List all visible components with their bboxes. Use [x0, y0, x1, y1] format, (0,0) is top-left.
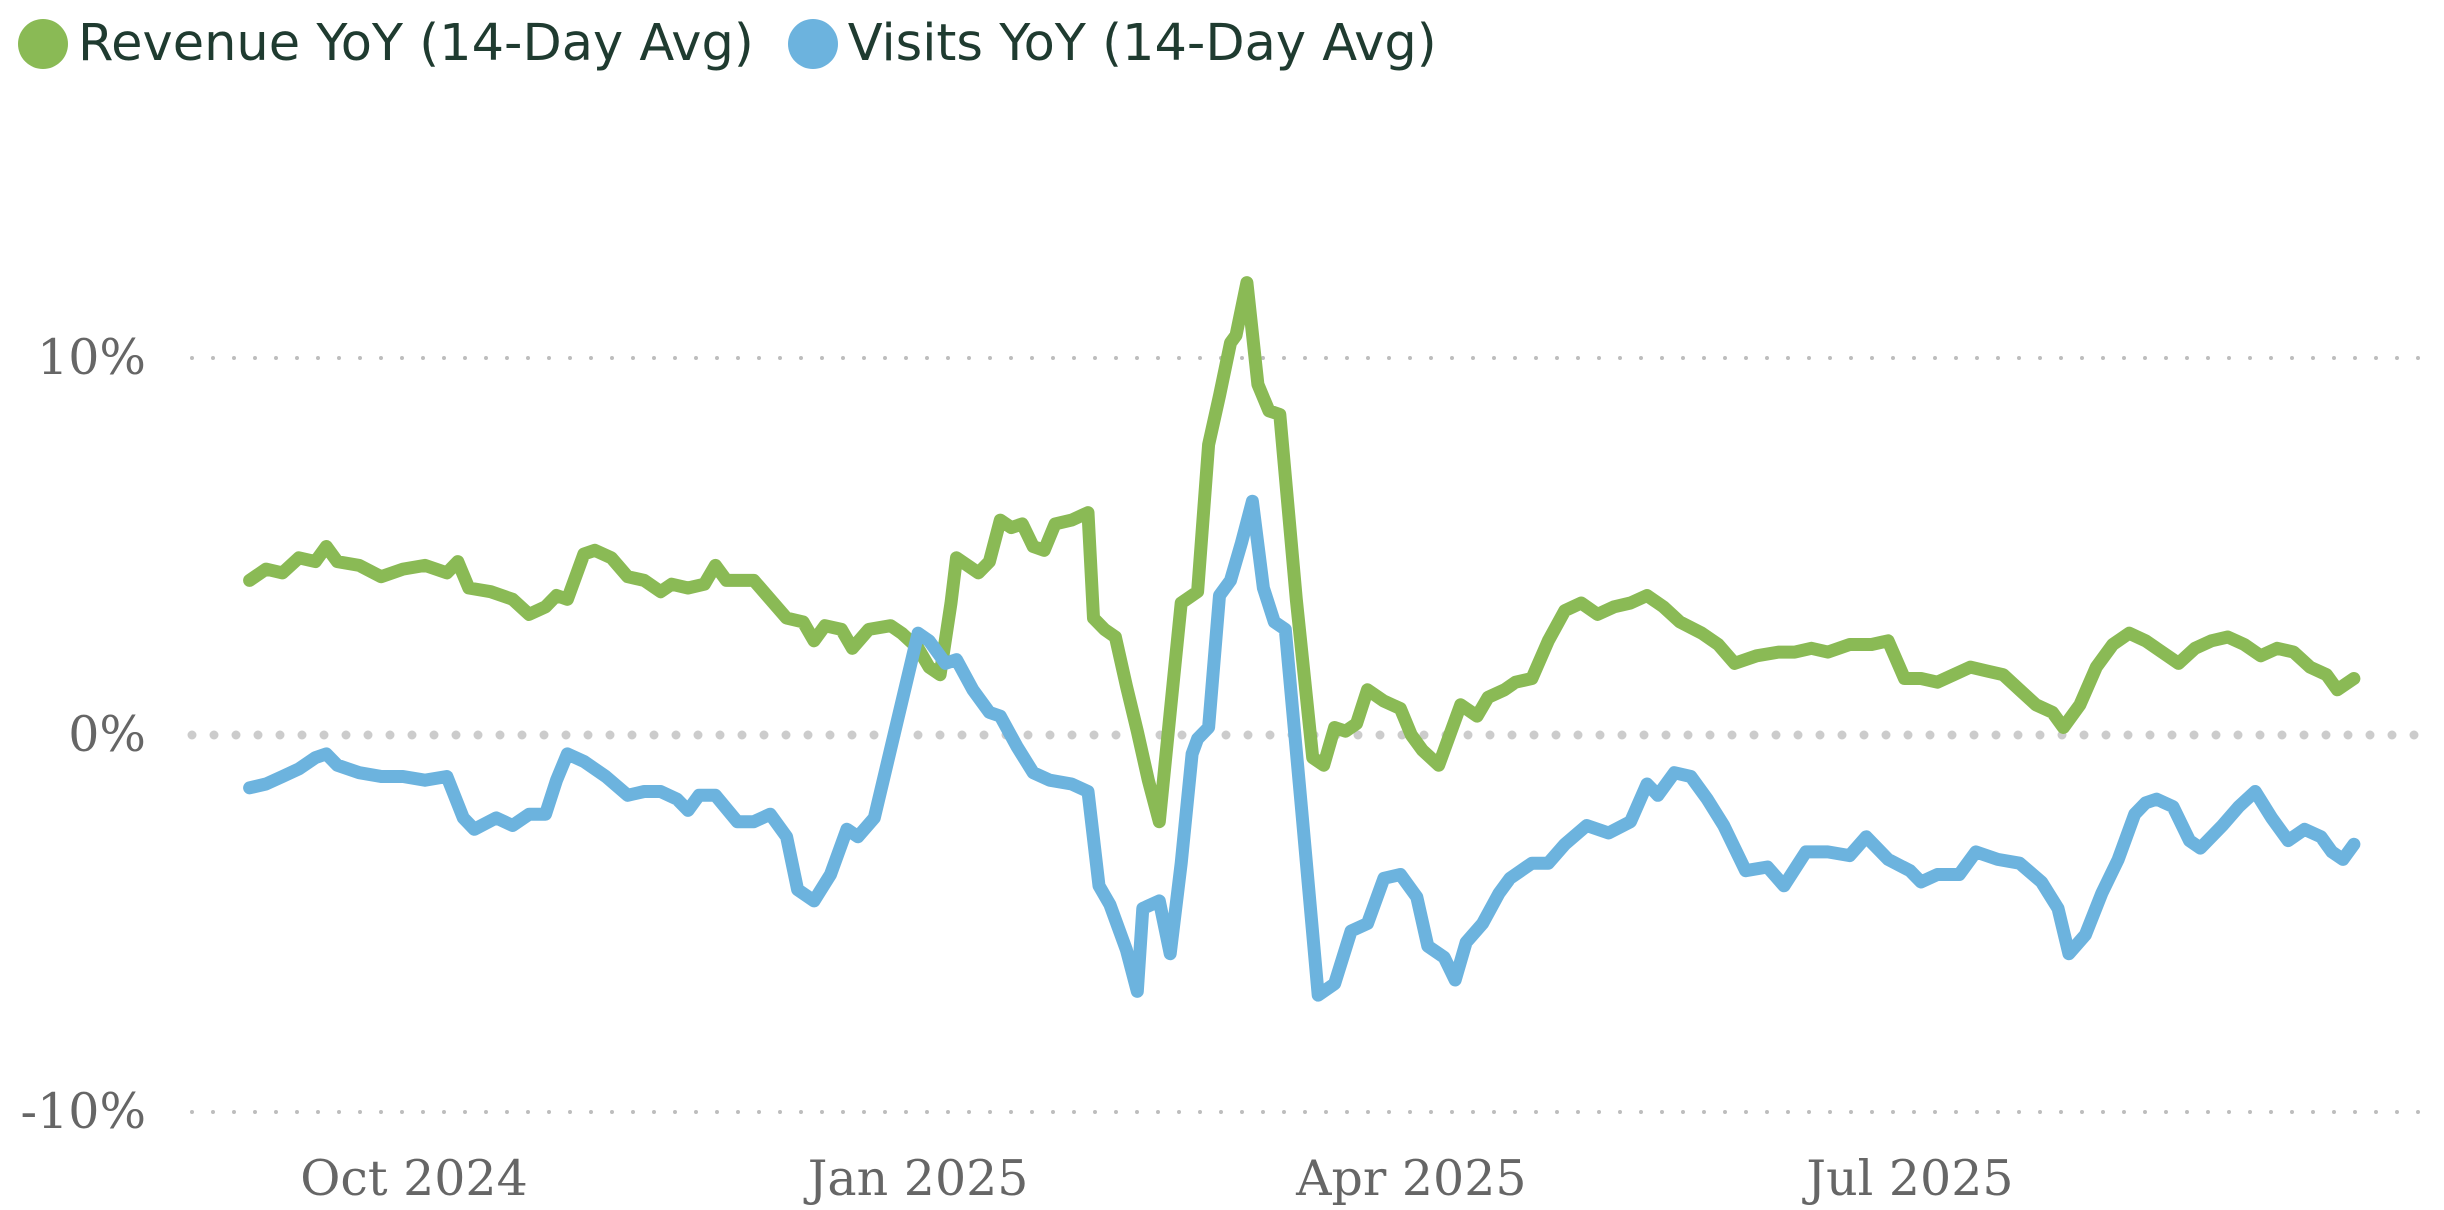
revenue-series-line[interactable] [243, 276, 2361, 829]
series-lines [243, 276, 2361, 1002]
y-axis-ticks: 10% 0% -10% [21, 329, 146, 1140]
legend-item-revenue[interactable]: Revenue YoY (14-Day Avg) [18, 14, 754, 73]
x-axis-ticks: Oct 2024 Jan 2025 Apr 2025 Jul 2025 [300, 1150, 2013, 1207]
legend-label-visits: Visits YoY (14-Day Avg) [847, 14, 1437, 73]
x-tick-label: Apr 2025 [1295, 1150, 1526, 1207]
chart-legend: Revenue YoY (14-Day Avg) Visits YoY (14-… [18, 14, 1437, 73]
y-tick-label: 0% [68, 706, 146, 763]
visits-series-line[interactable] [243, 494, 2361, 1002]
legend-swatch-visits [787, 18, 838, 69]
x-tick-label: Oct 2024 [300, 1150, 528, 1207]
legend-item-visits[interactable]: Visits YoY (14-Day Avg) [787, 14, 1437, 73]
x-tick-label: Jan 2025 [803, 1150, 1029, 1207]
y-tick-label: 10% [37, 329, 146, 386]
legend-label-revenue: Revenue YoY (14-Day Avg) [78, 14, 754, 73]
legend-swatch-revenue [18, 18, 68, 69]
gridlines [187, 356, 2425, 1114]
x-tick-label: Jul 2025 [1801, 1150, 2013, 1207]
y-tick-label: -10% [21, 1083, 146, 1140]
